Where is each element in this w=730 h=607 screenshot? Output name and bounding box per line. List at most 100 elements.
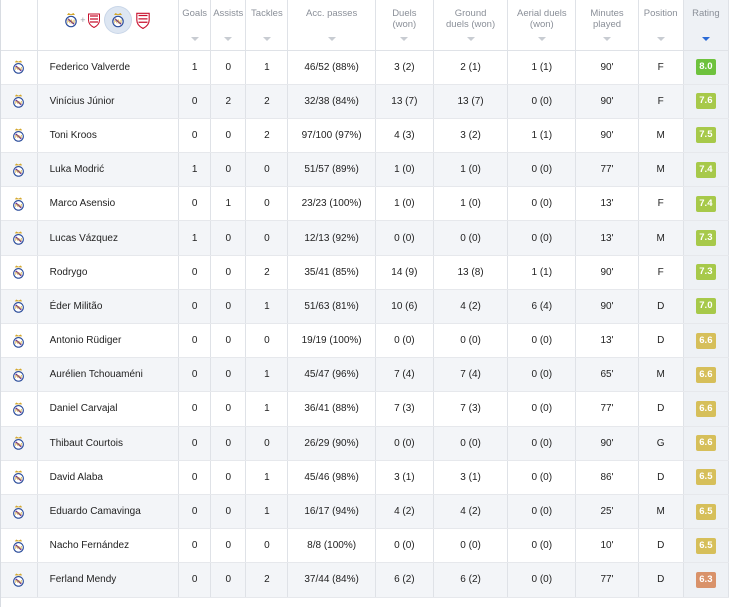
column-header-minutes-played[interactable]: Minutes played xyxy=(575,0,639,51)
sevilla-crest-icon xyxy=(88,13,101,28)
goals-cell: 0 xyxy=(178,528,212,564)
sevilla-filter[interactable] xyxy=(135,11,151,29)
player-name[interactable]: Vinícius Júnior xyxy=(37,84,180,119)
table-row[interactable]: RM Marco Asensio 0 1 0 23/23 (100%) 1 (0… xyxy=(1,186,730,222)
goals-cell: 0 xyxy=(178,426,212,461)
table-row[interactable]: RM Luka Modrić 1 0 0 51/57 (89%) 1 (0) 1… xyxy=(1,152,730,188)
aerial-duels-cell: 0 (0) xyxy=(507,494,577,530)
real-madrid-crest-icon: RM xyxy=(65,13,78,28)
acc-passes-cell: 51/57 (89%) xyxy=(287,152,376,188)
sevilla-crest-icon xyxy=(136,12,151,29)
real-madrid-crest-icon: RM xyxy=(13,470,25,485)
real-madrid-crest-icon: RM xyxy=(13,505,25,519)
table-row[interactable]: RM David Alaba 0 0 1 45/46 (98%) 3 (1) 3… xyxy=(1,460,730,495)
table-row[interactable]: RM Thibaut Courtois 0 0 0 26/29 (90%) 0 … xyxy=(1,426,730,461)
player-crest-cell: RM xyxy=(1,323,38,359)
position-cell: M xyxy=(638,152,684,188)
assists-cell: 0 xyxy=(210,255,247,290)
duels-cell: 0 (0) xyxy=(375,323,434,359)
rating-badge: 7.3 xyxy=(695,230,716,247)
player-crest-cell: RM xyxy=(1,84,38,119)
player-name[interactable]: Lucas Vázquez xyxy=(37,220,180,256)
position-cell: M xyxy=(638,220,684,256)
table-row[interactable]: RM Rodrygo 0 0 2 35/41 (85%) 14 (9) 13 (… xyxy=(1,255,730,290)
player-crest-cell: RM xyxy=(1,357,38,393)
assists-cell: 0 xyxy=(210,118,247,154)
svg-text:RM: RM xyxy=(15,374,22,379)
real-madrid-filter[interactable]: RM xyxy=(105,7,132,33)
player-name[interactable]: Antonio Rüdiger xyxy=(37,323,180,359)
player-name[interactable]: Eduardo Camavinga xyxy=(37,494,180,530)
duels-cell: 13 (7) xyxy=(375,84,434,119)
table-row[interactable]: RM Aurélien Tchouaméni 0 0 1 45/47 (96%)… xyxy=(1,357,730,393)
column-header-duels[interactable]: Duels (won) xyxy=(375,0,434,51)
rating-cell: 6.5 xyxy=(683,528,730,564)
tackles-cell: 1 xyxy=(245,391,289,427)
table-row[interactable]: RM Éder Militão 0 0 1 51/63 (81%) 10 (6)… xyxy=(1,289,730,325)
sort-caret-icon xyxy=(466,36,475,41)
rating-cell: 6.6 xyxy=(683,391,730,427)
position-cell: F xyxy=(638,84,684,119)
position-cell: M xyxy=(638,357,684,393)
aerial-duels-cell: 1 (1) xyxy=(507,255,577,290)
rating-badge: 7.4 xyxy=(695,161,716,178)
column-header-tackles[interactable]: Tackles xyxy=(245,0,289,51)
table-row[interactable]: RM Toni Kroos 0 0 2 97/100 (97%) 4 (3) 3… xyxy=(1,118,730,154)
minutes-played-cell: 90' xyxy=(575,289,639,325)
player-name[interactable]: David Alaba xyxy=(37,460,180,495)
real-madrid-crest-icon: RM xyxy=(13,94,25,109)
goals-cell: 0 xyxy=(178,460,212,495)
sort-caret-icon xyxy=(603,36,612,41)
acc-passes-cell: 26/29 (90%) xyxy=(287,426,376,461)
player-name[interactable]: Thibaut Courtois xyxy=(37,426,180,461)
player-name[interactable]: Marco Asensio xyxy=(37,186,180,222)
table-row[interactable]: RM Ferland Mendy 0 0 2 37/44 (84%) 6 (2)… xyxy=(1,562,730,598)
table-row[interactable]: RM Antonio Rüdiger 0 0 0 19/19 (100%) 0 … xyxy=(1,323,730,359)
column-header-goals[interactable]: Goals xyxy=(178,0,212,51)
svg-text:RM: RM xyxy=(15,169,22,174)
position-cell: D xyxy=(638,562,684,598)
column-header-ground-duels[interactable]: Ground duels (won) xyxy=(433,0,509,51)
player-name[interactable]: Éder Militão xyxy=(37,289,180,325)
duels-cell: 4 (3) xyxy=(375,118,434,154)
player-name[interactable]: Rodrygo xyxy=(37,255,180,290)
column-header-acc-passes[interactable]: Acc. passes xyxy=(287,0,376,51)
player-name[interactable]: Aurélien Tchouaméni xyxy=(37,357,180,393)
column-header-position[interactable]: Position xyxy=(638,0,684,51)
player-name[interactable]: Nacho Fernández xyxy=(37,528,180,564)
svg-text:RM: RM xyxy=(15,271,22,276)
position-cell: G xyxy=(638,426,684,461)
header-row: RM + xyxy=(1,0,730,51)
team-filter-group: RM + xyxy=(38,7,178,33)
player-crest-cell: RM xyxy=(1,391,38,427)
player-name[interactable]: Luka Modrić xyxy=(37,152,180,188)
table-row[interactable]: RM Lucas Vázquez 1 0 0 12/13 (92%) 0 (0)… xyxy=(1,220,730,256)
rating-badge: 6.6 xyxy=(695,400,716,417)
column-header-assists[interactable]: Assists xyxy=(210,0,247,51)
table-row[interactable]: RM Daniel Carvajal 0 0 1 36/41 (88%) 7 (… xyxy=(1,391,730,427)
aerial-duels-cell: 0 (0) xyxy=(507,391,577,427)
acc-passes-cell: 45/46 (98%) xyxy=(287,460,376,495)
duels-cell: 1 (0) xyxy=(375,152,434,188)
minutes-played-cell: 90' xyxy=(575,255,639,290)
both-teams-filter[interactable]: RM + xyxy=(64,12,101,28)
ground-duels-cell: 2 (1) xyxy=(433,50,509,85)
player-crest-cell: RM xyxy=(1,50,38,85)
player-name[interactable]: Daniel Carvajal xyxy=(37,391,180,427)
player-name[interactable]: Toni Kroos xyxy=(37,118,180,154)
goals-cell: 0 xyxy=(178,494,212,530)
column-header-rating[interactable]: Rating xyxy=(683,0,730,51)
svg-text:RM: RM xyxy=(15,135,22,140)
column-header-aerial-duels[interactable]: Aerial duels (won) xyxy=(507,0,577,51)
assists-cell: 0 xyxy=(210,50,247,85)
table-row[interactable]: RM Vinícius Júnior 0 2 2 32/38 (84%) 13 … xyxy=(1,84,730,119)
player-crest-cell: RM xyxy=(1,152,38,188)
table-row[interactable]: RM Eduardo Camavinga 0 0 1 16/17 (94%) 4… xyxy=(1,494,730,530)
player-name[interactable]: Federico Valverde xyxy=(37,50,180,85)
tackles-cell: 0 xyxy=(245,426,289,461)
ground-duels-cell: 3 (1) xyxy=(433,460,509,495)
table-row[interactable]: RM Nacho Fernández 0 0 0 8/8 (100%) 0 (0… xyxy=(1,528,730,564)
goals-cell: 0 xyxy=(178,357,212,393)
player-name[interactable]: Ferland Mendy xyxy=(37,562,180,598)
table-row[interactable]: RM Federico Valverde 1 0 1 46/52 (88%) 3… xyxy=(1,50,730,85)
